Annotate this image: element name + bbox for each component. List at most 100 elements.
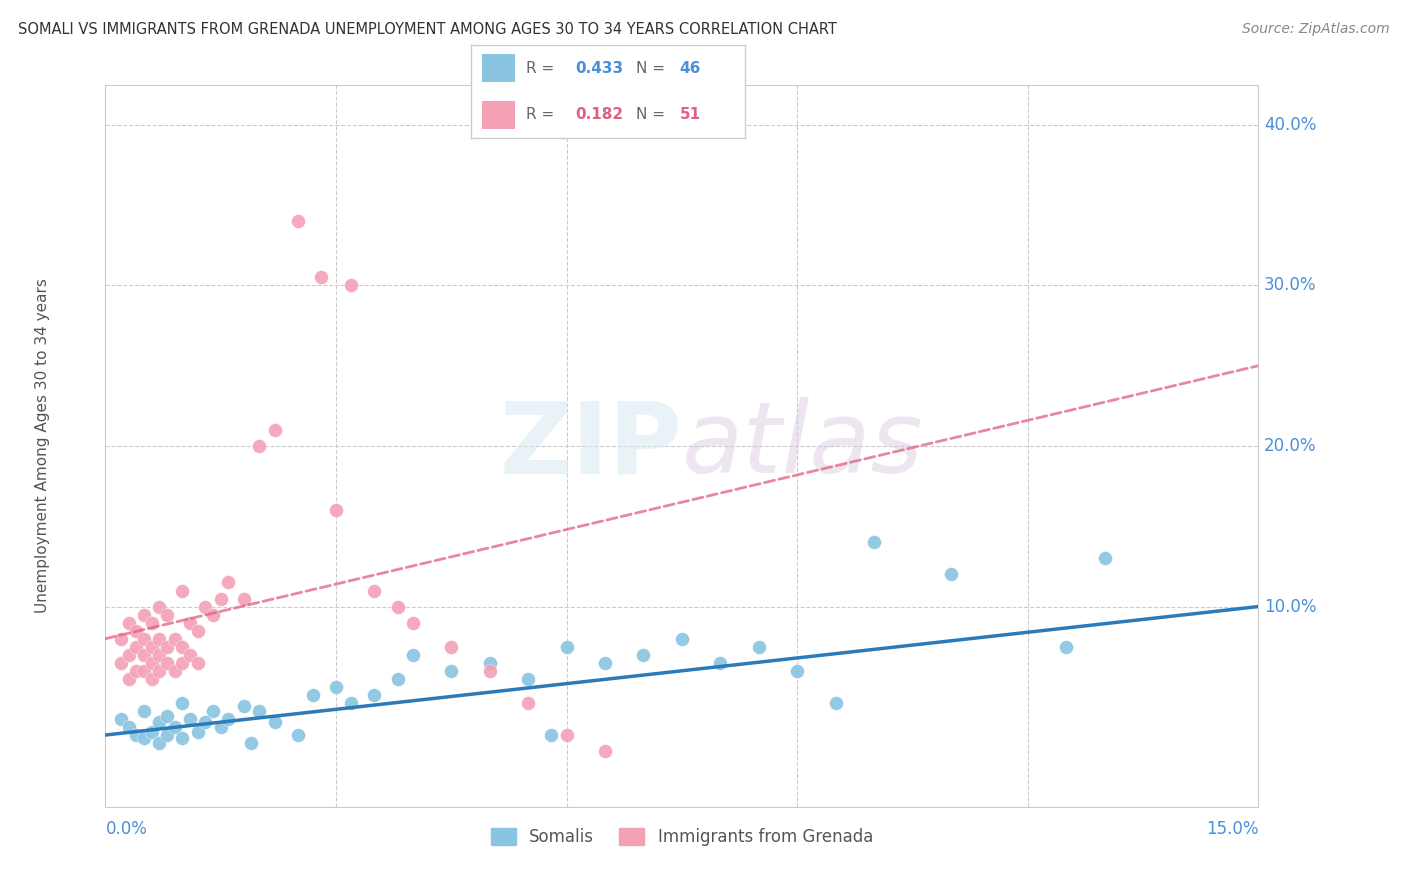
Point — [187, 724, 209, 739]
Point — [117, 648, 139, 662]
Point — [148, 632, 170, 646]
Point — [593, 744, 616, 758]
Point — [148, 648, 170, 662]
Point — [172, 640, 194, 654]
Bar — [482, 54, 515, 82]
Point — [132, 632, 155, 646]
Point — [132, 664, 155, 678]
Point — [287, 214, 309, 228]
Text: ZIP: ZIP — [499, 398, 682, 494]
Point — [163, 632, 186, 646]
Point — [363, 688, 385, 702]
Point — [117, 672, 139, 686]
Point — [172, 656, 194, 670]
Point — [132, 607, 155, 622]
Text: 10.0%: 10.0% — [1264, 598, 1316, 615]
Point — [194, 599, 217, 614]
Point — [110, 712, 132, 726]
Point — [148, 599, 170, 614]
Point — [141, 672, 163, 686]
Point — [132, 648, 155, 662]
Text: 30.0%: 30.0% — [1264, 277, 1316, 294]
Point — [217, 712, 239, 726]
Point — [125, 728, 148, 742]
Point — [517, 672, 540, 686]
Point — [478, 664, 501, 678]
Point — [187, 656, 209, 670]
Point — [179, 648, 201, 662]
Point — [786, 664, 808, 678]
Point — [117, 615, 139, 630]
Point — [340, 278, 363, 293]
Text: 51: 51 — [679, 107, 700, 122]
Point — [363, 583, 385, 598]
Point — [263, 715, 285, 730]
Point — [148, 736, 170, 750]
Point — [125, 640, 148, 654]
Point — [939, 567, 962, 582]
Point — [209, 591, 232, 606]
Point — [540, 728, 562, 742]
Point — [302, 688, 325, 702]
Point — [232, 699, 254, 714]
Point — [187, 624, 209, 638]
Point — [1094, 551, 1116, 566]
Point — [110, 632, 132, 646]
Point — [240, 736, 263, 750]
Point — [440, 640, 463, 654]
Bar — [482, 101, 515, 129]
Point — [172, 583, 194, 598]
Point — [156, 728, 179, 742]
Point — [863, 535, 886, 549]
Text: N =: N = — [636, 61, 669, 76]
Point — [141, 615, 163, 630]
Text: N =: N = — [636, 107, 669, 122]
Point — [125, 664, 148, 678]
Point — [671, 632, 693, 646]
Point — [117, 720, 139, 734]
Point — [156, 656, 179, 670]
Text: 15.0%: 15.0% — [1206, 820, 1258, 838]
Point — [1054, 640, 1077, 654]
Point — [263, 423, 285, 437]
Point — [247, 439, 270, 453]
Point — [156, 708, 179, 723]
Text: 0.0%: 0.0% — [105, 820, 148, 838]
Text: SOMALI VS IMMIGRANTS FROM GRENADA UNEMPLOYMENT AMONG AGES 30 TO 34 YEARS CORRELA: SOMALI VS IMMIGRANTS FROM GRENADA UNEMPL… — [18, 22, 837, 37]
Text: 20.0%: 20.0% — [1264, 437, 1316, 455]
Point — [440, 664, 463, 678]
Point — [555, 640, 578, 654]
Point — [179, 712, 201, 726]
Text: atlas: atlas — [682, 398, 924, 494]
Point — [748, 640, 770, 654]
Point — [156, 640, 179, 654]
Point — [593, 656, 616, 670]
Point — [402, 648, 425, 662]
Legend: Somalis, Immigrants from Grenada: Somalis, Immigrants from Grenada — [484, 822, 880, 853]
Point — [172, 731, 194, 746]
Point — [309, 270, 332, 285]
Point — [387, 599, 409, 614]
Point — [148, 664, 170, 678]
Text: R =: R = — [526, 61, 560, 76]
Text: 0.182: 0.182 — [575, 107, 623, 122]
Point — [247, 704, 270, 718]
Point — [172, 696, 194, 710]
Point — [148, 715, 170, 730]
Point — [287, 728, 309, 742]
Point — [209, 720, 232, 734]
Point — [179, 615, 201, 630]
Point — [824, 696, 846, 710]
Point — [402, 615, 425, 630]
Text: 40.0%: 40.0% — [1264, 116, 1316, 134]
Point — [141, 640, 163, 654]
Point — [156, 607, 179, 622]
Point — [163, 664, 186, 678]
Text: 0.433: 0.433 — [575, 61, 623, 76]
Text: Unemployment Among Ages 30 to 34 years: Unemployment Among Ages 30 to 34 years — [35, 278, 49, 614]
Point — [217, 575, 239, 590]
Point — [325, 680, 347, 694]
Point — [709, 656, 731, 670]
Point — [325, 503, 347, 517]
Text: Source: ZipAtlas.com: Source: ZipAtlas.com — [1241, 22, 1389, 37]
